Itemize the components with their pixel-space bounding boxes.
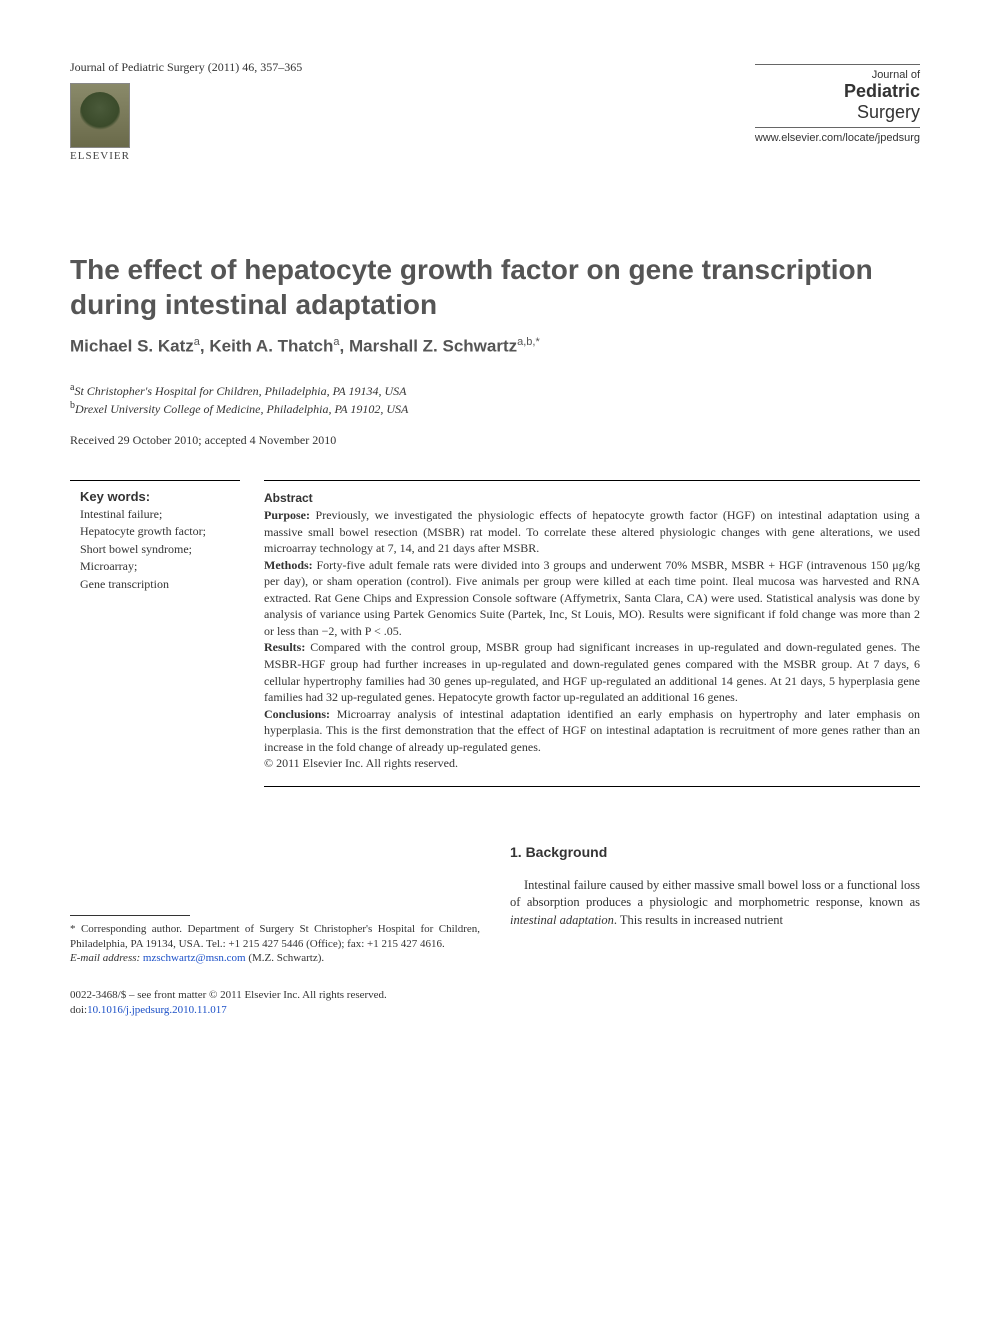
keywords-column: Key words: Intestinal failure;Hepatocyte… bbox=[70, 480, 240, 787]
citation: Journal of Pediatric Surgery (2011) 46, … bbox=[70, 60, 302, 75]
abstract-methods: Methods: Forty-five adult female rats we… bbox=[264, 557, 920, 640]
publisher-name: ELSEVIER bbox=[70, 150, 130, 162]
body-paragraph: Intestinal failure caused by either mass… bbox=[510, 877, 920, 930]
article-title: The effect of hepatocyte growth factor o… bbox=[70, 252, 920, 322]
journal-url[interactable]: www.elsevier.com/locate/jpedsurg bbox=[755, 132, 920, 144]
journal-line: Pediatric bbox=[755, 81, 920, 102]
right-column: 1. Background Intestinal failure caused … bbox=[510, 843, 920, 1018]
email-footnote: E-mail address: mzschwartz@msn.com (M.Z.… bbox=[70, 951, 480, 966]
page-header: Journal of Pediatric Surgery (2011) 46, … bbox=[70, 60, 920, 162]
email-link[interactable]: mzschwartz@msn.com bbox=[143, 952, 246, 964]
article-dates: Received 29 October 2010; accepted 4 Nov… bbox=[70, 433, 920, 448]
footnote-rule bbox=[70, 915, 190, 916]
abstract-heading: Abstract bbox=[264, 491, 920, 505]
publisher-logo-block: ELSEVIER bbox=[70, 83, 302, 162]
doi-block: 0022-3468/$ – see front matter © 2011 El… bbox=[70, 988, 480, 1018]
left-column: * Corresponding author. Department of Su… bbox=[70, 843, 480, 1018]
corresponding-author-footnote: * Corresponding author. Department of Su… bbox=[70, 922, 480, 952]
journal-line: Surgery bbox=[755, 102, 920, 123]
keywords-list: Intestinal failure;Hepatocyte growth fac… bbox=[70, 506, 240, 593]
keywords-heading: Key words: bbox=[70, 489, 240, 504]
elsevier-tree-icon bbox=[70, 83, 130, 148]
abstract-copyright: © 2011 Elsevier Inc. All rights reserved… bbox=[264, 755, 920, 772]
author-list: Michael S. Katza, Keith A. Thatcha, Mars… bbox=[70, 336, 920, 357]
abstract-column: Abstract Purpose: Previously, we investi… bbox=[264, 480, 920, 787]
header-left: Journal of Pediatric Surgery (2011) 46, … bbox=[70, 60, 302, 162]
abstract-section: Key words: Intestinal failure;Hepatocyte… bbox=[70, 480, 920, 787]
abstract-conclusions: Conclusions: Microarray analysis of inte… bbox=[264, 706, 920, 756]
doi-link[interactable]: 10.1016/j.jpedsurg.2010.11.017 bbox=[87, 1004, 227, 1016]
journal-title-box: Journal of Pediatric Surgery www.elsevie… bbox=[755, 60, 920, 144]
doi-line: doi:10.1016/j.jpedsurg.2010.11.017 bbox=[70, 1003, 480, 1018]
front-matter-line: 0022-3468/$ – see front matter © 2011 El… bbox=[70, 988, 480, 1003]
section-heading: 1. Background bbox=[510, 843, 920, 863]
abstract-results: Results: Compared with the control group… bbox=[264, 639, 920, 705]
abstract-purpose: Purpose: Previously, we investigated the… bbox=[264, 507, 920, 557]
affiliations: aSt Christopher's Hospital for Children,… bbox=[70, 381, 920, 417]
journal-line: Journal of bbox=[755, 69, 920, 81]
body-columns: * Corresponding author. Department of Su… bbox=[70, 843, 920, 1018]
